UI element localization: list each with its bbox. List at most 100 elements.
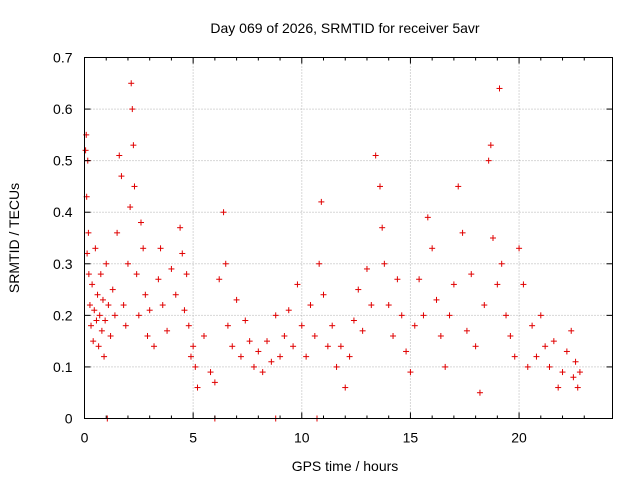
data-point [101,353,108,360]
plot-frame [84,57,613,419]
data-point [84,250,91,257]
data-point [95,343,102,350]
data-point [90,338,97,345]
data-points [82,80,583,422]
data-point [144,332,151,339]
data-point [207,369,214,376]
data-point [385,302,392,309]
data-point [363,265,370,272]
data-point [97,271,104,278]
y-axis-label: SRMTID / TECUs [6,183,22,293]
data-point [146,307,153,314]
data-point [503,312,510,319]
data-point [437,332,444,339]
data-point [140,245,147,252]
data-point [546,363,553,370]
data-point [85,229,92,236]
data-point [468,271,475,278]
data-point [277,353,284,360]
data-point [429,245,436,252]
chart-title: Day 069 of 2026, SRMTID for receiver 5av… [210,20,480,36]
data-point [420,312,427,319]
data-point [99,296,106,303]
data-point [390,332,397,339]
data-point [127,204,134,211]
data-point [103,260,110,267]
data-point [246,338,253,345]
data-point [255,348,262,355]
data-point [455,183,462,190]
data-point [337,343,344,350]
axis-ticks: 0 0.1 0.2 0.3 0.4 0.5 0.6 0.7 0 5 10 15 20 [53,50,613,446]
data-point [377,183,384,190]
data-point [450,281,457,288]
y-tick-label: 0.5 [53,153,73,169]
grid-lines [84,57,613,419]
data-point [511,353,518,360]
data-point [88,322,95,329]
y-tick-label: 0.2 [53,307,73,323]
data-point [368,302,375,309]
data-point [224,322,231,329]
data-point [142,291,149,298]
data-point [164,327,171,334]
y-tick-label: 0.4 [53,204,73,220]
data-point [89,281,96,288]
data-point [120,302,127,309]
data-point [572,358,579,365]
data-point [433,296,440,303]
data-point [311,332,318,339]
data-point [124,260,131,267]
data-point [333,363,340,370]
y-tick-label: 0.7 [53,50,73,66]
data-point [179,250,186,257]
x-tick-label: 5 [189,430,197,446]
data-point [398,312,405,319]
data-point [294,281,301,288]
data-point [281,332,288,339]
data-point [102,317,109,324]
data-point [183,271,190,278]
x-tick-label: 20 [511,430,527,446]
data-point [237,353,244,360]
data-point [122,322,129,329]
data-point [86,302,93,309]
data-point [346,353,353,360]
data-point [177,224,184,231]
data-point [355,286,362,293]
data-point [316,260,323,267]
data-point [485,157,492,164]
data-point [381,260,388,267]
data-point [298,322,305,329]
data-point [96,312,103,319]
data-point [131,183,138,190]
data-point [529,322,536,329]
data-point [446,312,453,319]
y-tick-label: 0.1 [53,359,73,375]
data-point [93,317,100,324]
data-point [537,312,544,319]
data-point [496,85,503,92]
data-point [524,363,531,370]
data-point [181,307,188,314]
data-point [576,369,583,376]
x-tick-label: 10 [294,430,310,446]
data-point [494,281,501,288]
data-point [268,358,275,365]
data-point [472,343,479,350]
data-point [542,343,549,350]
x-axis-label: GPS time / hours [292,458,399,474]
data-point [318,198,325,205]
data-point [185,322,192,329]
data-point [264,338,271,345]
data-point [128,80,135,87]
data-point [459,229,466,236]
data-point [350,317,357,324]
data-point [211,379,218,386]
data-point [563,348,570,355]
data-point [222,260,229,267]
y-tick-label: 0 [65,411,73,427]
x-tick-label: 0 [81,430,89,446]
data-point [507,332,514,339]
